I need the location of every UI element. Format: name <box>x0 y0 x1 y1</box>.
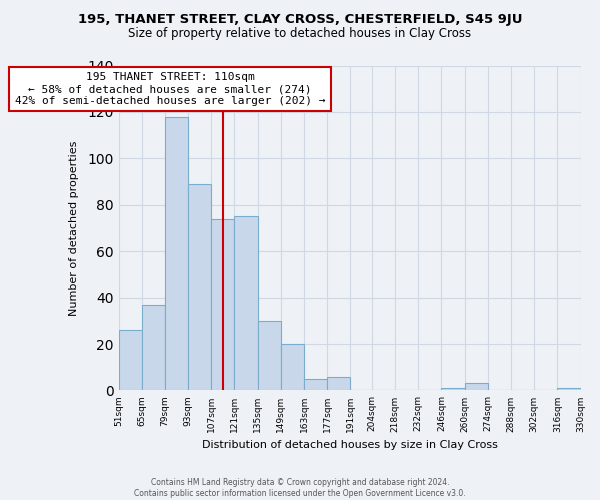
Text: 195 THANET STREET: 110sqm
← 58% of detached houses are smaller (274)
42% of semi: 195 THANET STREET: 110sqm ← 58% of detac… <box>14 72 325 106</box>
Bar <box>442 388 464 390</box>
Y-axis label: Number of detached properties: Number of detached properties <box>69 140 79 316</box>
Bar <box>188 184 211 390</box>
Text: Size of property relative to detached houses in Clay Cross: Size of property relative to detached ho… <box>128 28 472 40</box>
Text: 195, THANET STREET, CLAY CROSS, CHESTERFIELD, S45 9JU: 195, THANET STREET, CLAY CROSS, CHESTERF… <box>78 12 522 26</box>
Bar <box>165 116 188 390</box>
Bar <box>304 379 327 390</box>
Bar <box>142 304 165 390</box>
Bar <box>211 218 235 390</box>
Text: Contains HM Land Registry data © Crown copyright and database right 2024.
Contai: Contains HM Land Registry data © Crown c… <box>134 478 466 498</box>
Bar <box>464 384 488 390</box>
Bar <box>257 321 281 390</box>
Bar <box>235 216 257 390</box>
X-axis label: Distribution of detached houses by size in Clay Cross: Distribution of detached houses by size … <box>202 440 497 450</box>
Bar <box>327 376 350 390</box>
Bar <box>557 388 581 390</box>
Bar <box>119 330 142 390</box>
Bar <box>281 344 304 391</box>
